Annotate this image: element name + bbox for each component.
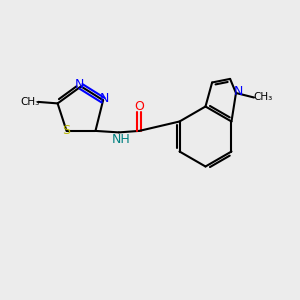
Text: CH₃: CH₃: [254, 92, 273, 103]
Text: NH: NH: [112, 134, 130, 146]
Text: N: N: [75, 78, 84, 92]
Text: O: O: [134, 100, 144, 113]
Text: CH₃: CH₃: [20, 97, 39, 107]
Text: S: S: [62, 124, 70, 137]
Text: N: N: [234, 85, 243, 98]
Text: N: N: [100, 92, 109, 105]
